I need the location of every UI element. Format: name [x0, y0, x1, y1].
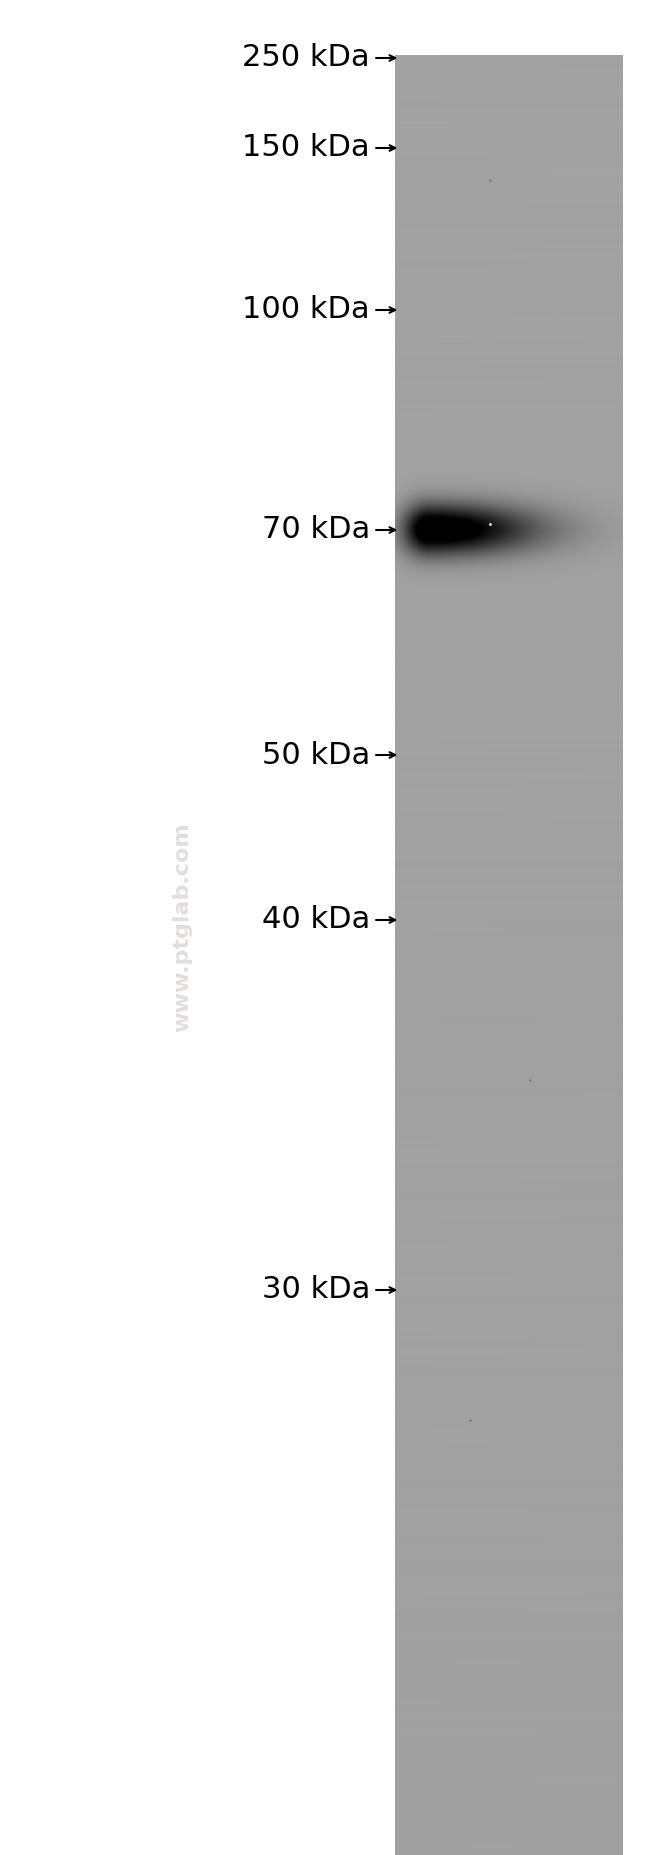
- Text: 150 kDa: 150 kDa: [242, 134, 370, 163]
- Text: 70 kDa: 70 kDa: [262, 516, 370, 545]
- Text: 100 kDa: 100 kDa: [242, 295, 370, 325]
- Text: 50 kDa: 50 kDa: [262, 740, 370, 770]
- Text: 250 kDa: 250 kDa: [242, 43, 370, 72]
- Text: 40 kDa: 40 kDa: [262, 905, 370, 935]
- Text: 30 kDa: 30 kDa: [261, 1276, 370, 1304]
- Text: www.ptglab.com: www.ptglab.com: [172, 822, 192, 1033]
